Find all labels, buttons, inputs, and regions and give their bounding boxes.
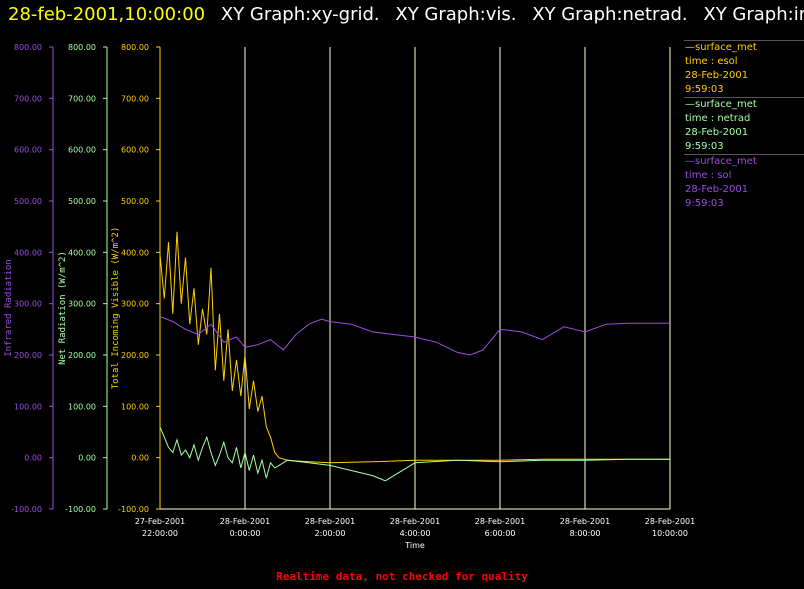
x-tick-date: 28-Feb-2001 [305,517,355,526]
x-tick-date: 28-Feb-2001 [475,517,525,526]
netrad-axis-tick-label: 100.00 [68,402,96,411]
visible-axis-tick-label: 500.00 [121,197,149,206]
visible-axis-tick-label: 200.00 [121,351,149,360]
visible-axis-tick-label: 800.00 [121,43,149,52]
visible-series-line [159,231,670,464]
netrad-axis-tick-label: 700.00 [68,94,96,103]
x-tick-date: 28-Feb-2001 [645,517,695,526]
infrared-axis-tick-label: 700.00 [14,94,42,103]
infrared-axis-tick-label: 500.00 [14,197,42,206]
netrad-axis-tick-label: 200.00 [68,351,96,360]
x-tick-time: 0:00:00 [230,529,261,538]
x-tick-time: 8:00:00 [570,529,601,538]
x-tick-time: 2:00:00 [315,529,346,538]
infrared-axis-tick-label: 600.00 [14,146,42,155]
quality-footer: Realtime data, not checked for quality [276,570,528,583]
legend: —surface_met time : esol 28-Feb-2001 9:59:0… [684,40,804,211]
visible-axis-tick-label: 700.00 [121,94,149,103]
graph-title-ir: XY Graph:ir. [703,4,804,25]
x-tick-time: 22:00:00 [142,529,178,538]
infrared-axis-tick-label: 100.00 [14,402,42,411]
netrad-axis-tick-label: 800.00 [68,43,96,52]
infrared-axis-tick-label: 800.00 [14,43,42,52]
infrared-axis-tick-label: 300.00 [14,300,42,309]
x-tick-time: 4:00:00 [400,529,431,538]
netrad-axis-tick-label: 600.00 [68,146,96,155]
graph-title-grid: XY Graph:xy-grid. [220,4,380,25]
legend-time: 9:59:03 [685,84,724,95]
legend-time: 9:59:03 [685,141,724,152]
x-axis-label: Time [404,541,425,550]
infrared-axis-tick-label: 200.00 [14,351,42,360]
legend-series-name: —surface_met [685,42,757,53]
visible-axis-tick-label: 600.00 [121,146,149,155]
x-tick-date: 28-Feb-2001 [560,517,610,526]
infrared-series-line [159,316,670,356]
netrad-axis-tick-label: 500.00 [68,197,96,206]
legend-variable: time : sol [685,170,732,181]
visible-axis-tick-label: 300.00 [121,300,149,309]
infrared-axis-tick-label: 400.00 [14,248,42,257]
legend-date: 28-Feb-2001 [685,127,749,138]
legend-series-name: —surface_met [685,99,757,110]
legend-time: 9:59:03 [685,198,724,209]
infrared-axis-tick-label: -100.00 [11,505,42,514]
infrared-axis-title: Infrared Radiation [4,259,14,357]
visible-axis-tick-label: -100.00 [118,505,149,514]
x-tick-time: 6:00:00 [485,529,516,538]
infrared-axis-tick-label: 0.00 [24,454,42,463]
legend-date: 28-Feb-2001 [685,70,749,81]
visible-axis-tick-label: 0.00 [131,454,149,463]
netrad-axis-tick-label: -100.00 [65,505,96,514]
chart-title-bar: 28-feb-2001,10:00:00 XY Graph:xy-grid. X… [8,4,804,26]
x-tick-date: 27-Feb-2001 [135,517,185,526]
netrad-axis-tick-label: 0.00 [78,454,96,463]
netrad-axis-tick-label: 400.00 [68,248,96,257]
graph-title-vis: XY Graph:vis. [395,4,517,25]
x-tick-date: 28-Feb-2001 [390,517,440,526]
visible-axis-title: Total Incoming Visible (W/m^2) [111,227,121,390]
visible-axis-tick-label: 100.00 [121,402,149,411]
legend-series-name: —surface_met [685,156,757,167]
graph-title-netrad: XY Graph:netrad. [532,4,688,25]
netrad-axis-tick-label: 300.00 [68,300,96,309]
x-tick-date: 28-Feb-2001 [220,517,270,526]
timestamp-title: 28-feb-2001,10:00:00 [8,4,206,25]
x-tick-time: 10:00:00 [652,529,688,538]
netrad-axis-title: Net Radiation (W/m^2) [58,251,68,365]
legend-date: 28-Feb-2001 [685,184,749,195]
legend-variable: time : netrad [685,113,751,124]
legend-variable: time : esol [685,56,738,67]
visible-axis-tick-label: 400.00 [121,248,149,257]
netrad-series-line [159,426,670,482]
